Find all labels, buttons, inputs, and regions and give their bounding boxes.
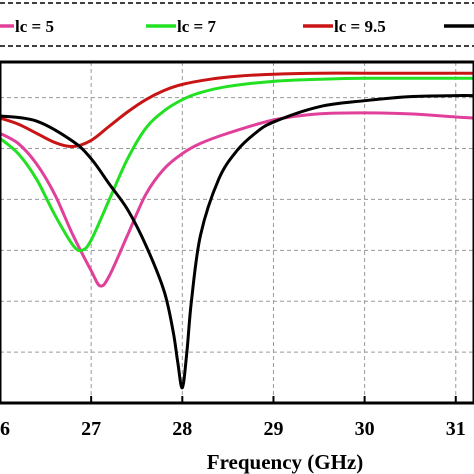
plot-area xyxy=(0,60,474,405)
legend-label: lc = 5 xyxy=(15,17,54,36)
series-line-lc-9-5 xyxy=(0,71,474,149)
series-line-lc-5 xyxy=(0,111,474,288)
x-axis-ticks: 26 27 28 29 30 31 xyxy=(0,396,466,440)
plot-frame xyxy=(0,60,474,405)
x-tick-label: 28 xyxy=(172,418,192,440)
series-line-series-4 xyxy=(0,94,474,390)
x-axis-title: Frequency (GHz) xyxy=(207,450,364,474)
x-tick-label: 30 xyxy=(355,418,375,440)
legend-label: lc = 9.5 xyxy=(334,17,386,36)
x-tick-label: 27 xyxy=(81,418,101,440)
x-tick-label: 29 xyxy=(263,418,283,440)
legend: lc = 5 lc = 7 lc = 9.5 xyxy=(0,2,474,47)
x-tick-label: 26 xyxy=(0,418,10,440)
legend-label: lc = 7 xyxy=(177,17,216,36)
x-tick-label: 31 xyxy=(446,418,466,440)
series-line-lc-7 xyxy=(0,76,474,253)
